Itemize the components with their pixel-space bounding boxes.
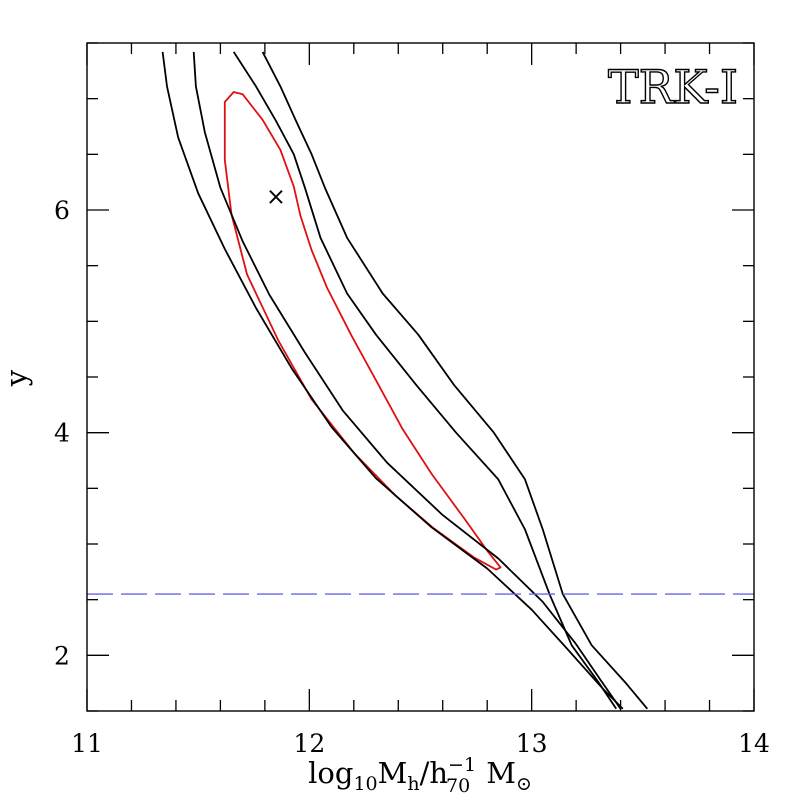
x-label-sub-70: 70	[446, 775, 470, 797]
y-tick-label: 2	[54, 641, 70, 670]
x-tick-label: 11	[71, 729, 103, 758]
x-label-sup: −1	[448, 754, 476, 776]
contour-layer	[161, 51, 648, 710]
y-tick-label: 4	[54, 419, 70, 448]
x-label-sub-h: h	[407, 773, 419, 795]
x-tick-label: 12	[293, 729, 325, 758]
x-label-msun: M	[486, 756, 516, 790]
x-label-slash-h: /h	[420, 756, 448, 790]
x-label-sun-symbol: ⊙	[516, 773, 532, 795]
x-label-log: log	[308, 756, 353, 790]
y-tick-label: 6	[54, 196, 70, 225]
x-axis-label: log10Mh/h−1 70 M⊙	[308, 754, 532, 797]
x-label-sub-10: 10	[353, 773, 377, 795]
panel-label: TRK-I	[608, 60, 738, 114]
outer-contour-right-2	[261, 51, 648, 710]
tick-labels: 11 12 13 14 2 4 6	[54, 196, 770, 758]
outer-contour-left-1	[161, 51, 624, 710]
x-tick-label: 14	[738, 729, 770, 758]
plot-frame	[86, 42, 755, 712]
x-label-m: M	[378, 756, 408, 790]
best-fit-marker: ×	[266, 183, 286, 211]
y-axis-label: y	[0, 369, 33, 387]
x-tick-label: 13	[516, 729, 548, 758]
outer-contour-right-1	[232, 51, 617, 710]
